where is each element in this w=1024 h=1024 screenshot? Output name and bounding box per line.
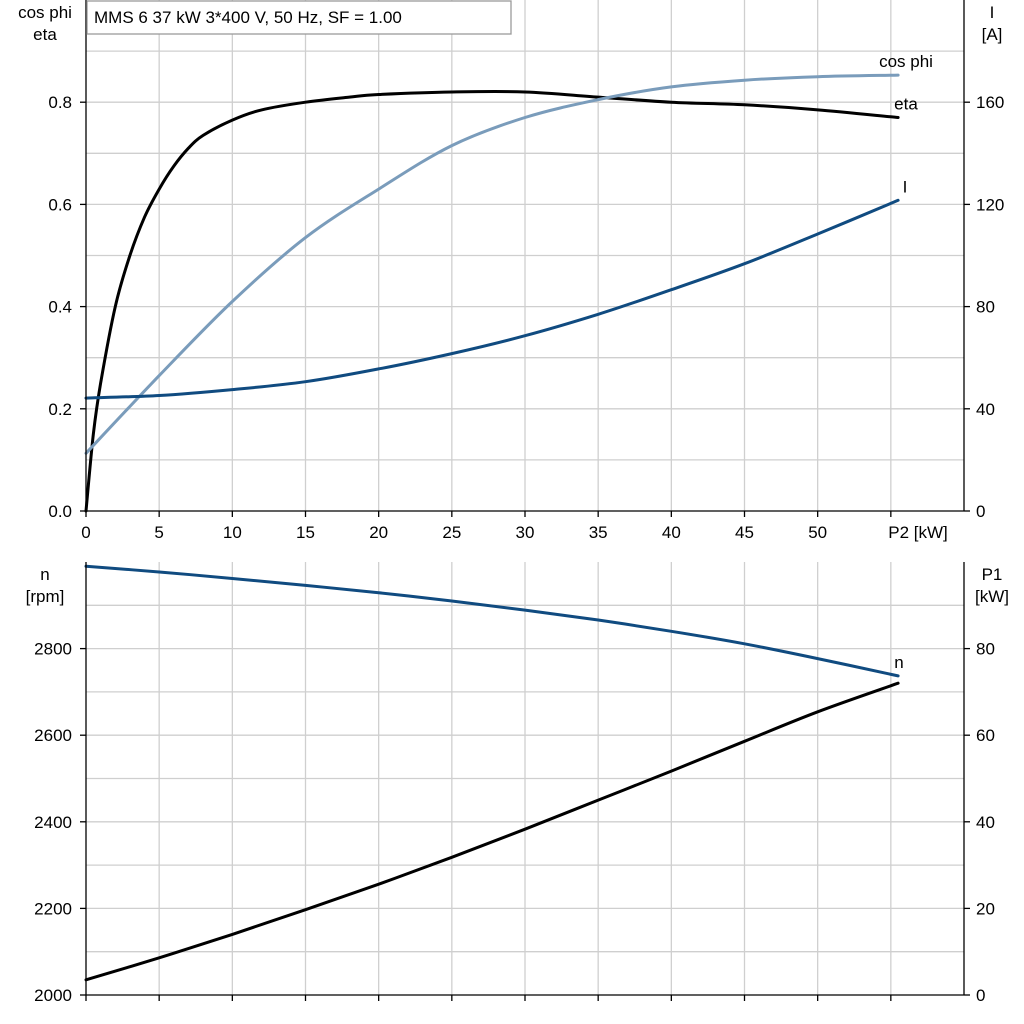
series-line-i xyxy=(84,198,900,400)
series-label-i: I xyxy=(903,177,908,196)
y-right-tick-label: 60 xyxy=(976,726,995,745)
series-line-n xyxy=(84,564,900,678)
y-right-axis-title: I xyxy=(990,3,995,22)
y-right-tick-label: 40 xyxy=(976,813,995,832)
y-right-tick-label: 80 xyxy=(976,298,995,317)
y-right-tick-label: 160 xyxy=(976,93,1004,112)
x-tick-label: 15 xyxy=(296,523,315,542)
x-tick-label: 40 xyxy=(662,523,681,542)
y-left-tick-label: 2200 xyxy=(34,899,72,918)
x-tick-label: 45 xyxy=(735,523,754,542)
y-right-tick-label: 80 xyxy=(976,640,995,659)
y-left-tick-label: 2400 xyxy=(34,813,72,832)
y-right-tick-label: 120 xyxy=(976,195,1004,214)
y-right-tick-label: 0 xyxy=(976,986,985,1005)
x-tick-label: 20 xyxy=(369,523,388,542)
y-left-tick-label: 2800 xyxy=(34,640,72,659)
y-left-tick-label: 0.0 xyxy=(48,502,72,521)
y-left-axis-title: cos phi xyxy=(18,3,72,22)
y-left-tick-label: 2000 xyxy=(34,986,72,1005)
y-left-tick-label: 0.2 xyxy=(48,400,72,419)
y-left-axis-title: [rpm] xyxy=(26,587,65,606)
y-right-axis-title: [A] xyxy=(982,25,1003,44)
y-left-tick-label: 0.6 xyxy=(48,195,72,214)
series-label-cos-phi: cos phi xyxy=(879,52,933,71)
series-line-cos-phi xyxy=(84,73,900,455)
y-right-axis-title: [kW] xyxy=(975,587,1009,606)
y-right-axis-title: P1 xyxy=(982,565,1003,584)
series-label-n: n xyxy=(894,653,903,672)
y-left-tick-label: 0.4 xyxy=(48,298,72,317)
y-left-axis-title: eta xyxy=(33,25,57,44)
y-left-tick-label: 0.8 xyxy=(48,93,72,112)
x-tick-label: 50 xyxy=(808,523,827,542)
series-line-p1 xyxy=(84,681,900,982)
x-tick-label: 0 xyxy=(81,523,90,542)
x-tick-label: 25 xyxy=(442,523,461,542)
series-label-eta: eta xyxy=(894,95,918,114)
series-line-eta xyxy=(84,89,900,513)
y-left-axis-title: n xyxy=(40,565,49,584)
x-tick-label: 35 xyxy=(589,523,608,542)
x-tick-label: 10 xyxy=(223,523,242,542)
y-left-tick-label: 2600 xyxy=(34,726,72,745)
x-tick-label: 30 xyxy=(516,523,535,542)
y-right-tick-label: 20 xyxy=(976,899,995,918)
x-axis-title: P2 [kW] xyxy=(888,523,948,542)
y-right-tick-label: 40 xyxy=(976,400,995,419)
x-tick-label: 5 xyxy=(154,523,163,542)
chart-title: MMS 6 37 kW 3*400 V, 50 Hz, SF = 1.00 xyxy=(94,8,402,27)
y-right-tick-label: 0 xyxy=(976,502,985,521)
title-box xyxy=(86,0,512,35)
